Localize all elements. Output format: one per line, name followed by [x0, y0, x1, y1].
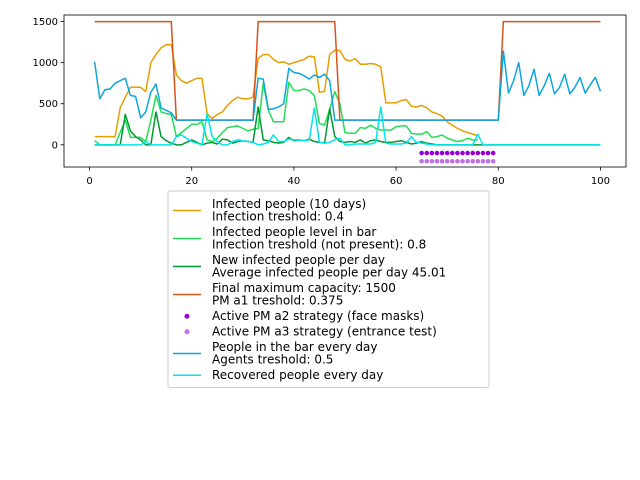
scatter-point-4-2: [429, 150, 435, 156]
scatter-point-5-7: [455, 158, 460, 164]
scatter-point-5-13: [485, 158, 491, 164]
x-axis: 0 20 40 60 80 100: [86, 167, 610, 187]
scatter-point-5-12: [480, 158, 486, 164]
scatter-point-5-3: [434, 158, 440, 164]
scatter-point-5-2: [429, 158, 435, 164]
scatter-point-4-10: [470, 150, 476, 156]
y-tick-label: 500: [39, 99, 58, 110]
x-tick-label: 0: [86, 176, 92, 187]
series-line-6: [93, 50, 602, 121]
x-tick-label: 40: [288, 176, 301, 187]
scatter-point-5-9: [465, 158, 470, 164]
x-tick-label: 100: [591, 176, 610, 187]
scatter-point-4-8: [460, 150, 465, 156]
series-line-3: [94, 20, 601, 121]
scatter-point-5-10: [470, 158, 476, 164]
series-line-0: [94, 43, 479, 138]
legend-label-2: New infected people per day Average infec…: [212, 253, 446, 280]
series-line-1: [94, 81, 478, 146]
scatter-point-4-11: [475, 150, 481, 156]
y-tick-label: 1500: [33, 17, 58, 28]
scatter-point-4-6: [449, 150, 455, 156]
scatter-point-4-4: [439, 150, 445, 156]
scatter-point-4-1: [424, 150, 430, 156]
scatter-point-4-12: [480, 150, 486, 156]
x-tick-label: 60: [390, 176, 403, 187]
scatter-point-5-0: [419, 158, 424, 164]
legend-label-1: Infected people level in bar Infection tr…: [212, 225, 426, 252]
x-tick-label: 80: [492, 176, 505, 187]
legend-label-3: Final maximum capacity: 1500 PM a1 tresho…: [212, 281, 396, 308]
scatter-point-5-8: [460, 158, 465, 164]
scatter-point-5-6: [449, 158, 455, 164]
x-tick-label: 20: [185, 176, 198, 187]
y-tick-label: 0: [52, 140, 58, 151]
scatter-point-4-7: [455, 150, 460, 156]
legend-label-6: People in the bar every day Agents tresho…: [212, 340, 377, 367]
scatter-point-4-5: [444, 150, 450, 156]
legend-marker-5: [184, 329, 190, 335]
scatter-point-5-11: [475, 158, 481, 164]
scatter-point-4-14: [490, 150, 496, 156]
y-axis: 0 500 1000 1500: [33, 17, 64, 151]
legend-label-5: Active PM a3 strategy (entrance test): [212, 325, 437, 339]
y-tick-label: 1000: [33, 58, 58, 69]
plot-area-frame: [63, 14, 627, 168]
scatter-point-5-4: [439, 158, 445, 164]
legend-label-7: Recovered people every day: [212, 368, 383, 382]
legend-marker-4: [184, 313, 190, 319]
scatter-point-4-9: [465, 150, 470, 156]
scatter-point-4-13: [485, 150, 491, 156]
series-line-7: [94, 106, 601, 146]
scatter-point-5-5: [444, 158, 450, 164]
scatter-point-4-0: [419, 150, 424, 156]
legend-label-4: Active PM a2 strategy (face masks): [212, 309, 424, 323]
legend-frame: [167, 190, 490, 388]
legend: Infected people (10 days) Infection tresh…: [167, 190, 490, 388]
scatter-point-4-3: [434, 150, 440, 156]
scatter-point-5-1: [424, 158, 430, 164]
legend-label-0: Infected people (10 days) Infection tresh…: [212, 197, 366, 224]
scatter-point-5-14: [490, 158, 496, 164]
series-layer: [93, 20, 602, 164]
